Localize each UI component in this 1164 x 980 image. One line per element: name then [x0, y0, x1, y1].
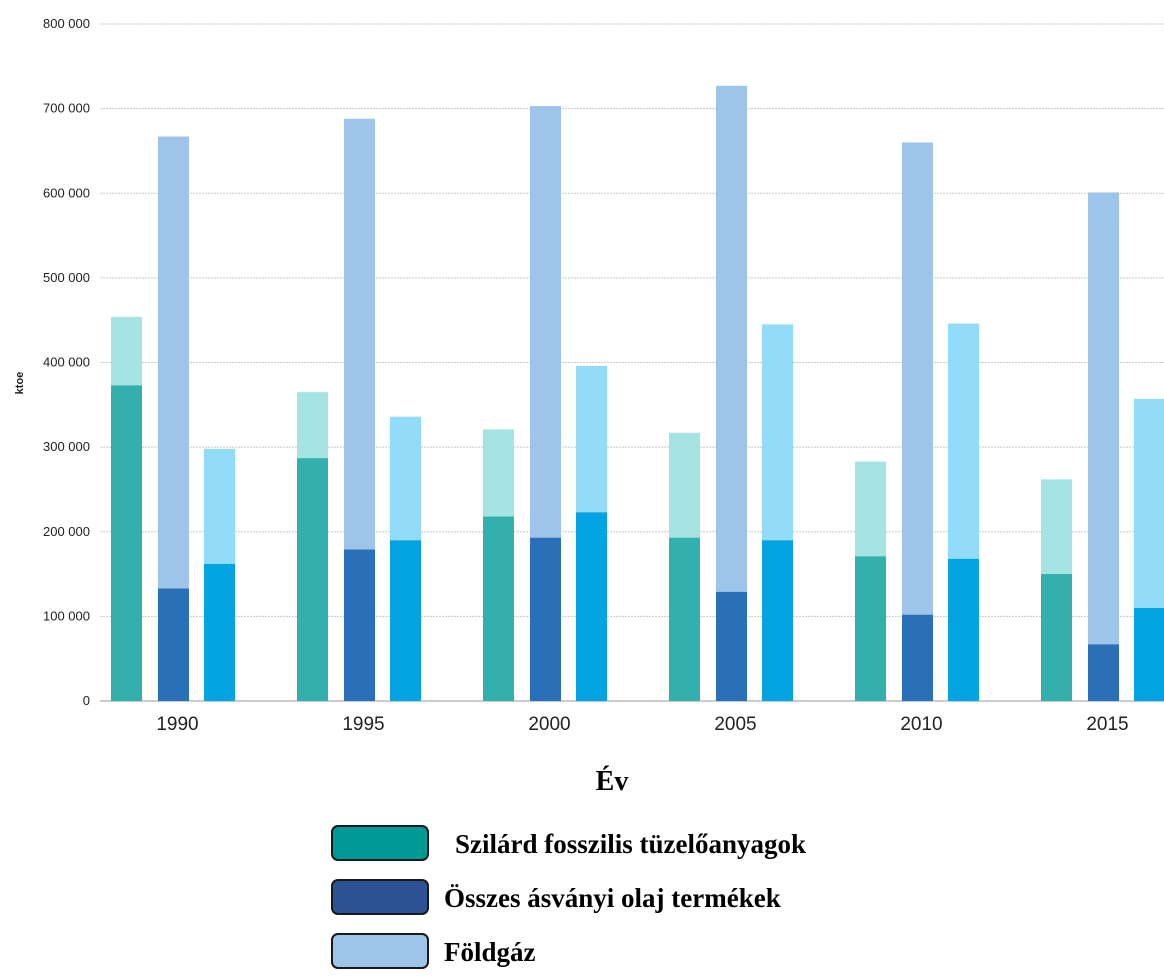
- bars: [111, 85, 1164, 701]
- bar-segment-upper: [158, 136, 189, 589]
- legend-swatch: [331, 879, 429, 915]
- x-tick-label: 1995: [342, 714, 384, 735]
- bar-segment-upper: [204, 448, 235, 564]
- bar-segment-lower: [204, 563, 235, 701]
- y-tick-label: 0: [83, 693, 90, 708]
- bar-segment-upper: [576, 365, 607, 513]
- y-tick-label: 800 000: [43, 16, 90, 31]
- legend-label: Összes ásványi olaj termékek: [444, 883, 781, 913]
- bar-segment-upper: [948, 323, 979, 559]
- bar-segment-lower: [483, 516, 514, 701]
- gridlines: [100, 23, 1164, 702]
- bar-segment-upper: [1088, 192, 1119, 645]
- bar-segment-lower: [669, 537, 700, 701]
- bar-segment-lower: [902, 614, 933, 701]
- legend-swatch: [331, 933, 429, 969]
- bar-segment-lower: [1134, 607, 1164, 701]
- bar-segment-lower: [390, 540, 421, 701]
- legend: Szilárd fosszilis tüzelőanyagok Összes ás…: [331, 825, 806, 969]
- legend-label: Szilárd fosszilis tüzelőanyagok: [455, 829, 806, 859]
- bar-segment-upper: [297, 392, 328, 459]
- x-tick-labels: 1990 1995 2000 2005 2010 2015: [156, 714, 1128, 735]
- y-tick-label: 700 000: [43, 101, 90, 116]
- y-axis-label: ktoe: [14, 372, 26, 395]
- legend-label: Földgáz: [444, 937, 536, 967]
- bar-segment-lower: [1088, 644, 1119, 701]
- bar-segment-lower: [530, 537, 561, 701]
- bar-segment-upper: [669, 432, 700, 538]
- x-axis-label: Év: [596, 766, 629, 797]
- x-tick-label: 2010: [900, 714, 942, 735]
- y-tick-label: 100 000: [43, 608, 90, 623]
- bar-segment-lower: [716, 591, 747, 701]
- bar-segment-upper: [530, 106, 561, 538]
- y-tick-label: 600 000: [43, 185, 90, 200]
- bar-segment-upper: [1041, 479, 1072, 575]
- x-tick-label: 1990: [156, 714, 198, 735]
- bar-segment-upper: [762, 324, 793, 541]
- y-tick-label: 200 000: [43, 524, 90, 539]
- bar-segment-upper: [1134, 398, 1164, 608]
- bar-segment-upper: [390, 416, 421, 541]
- bar-segment-lower: [344, 549, 375, 701]
- y-tick-label: 500 000: [43, 270, 90, 285]
- x-tick-label: 2015: [1086, 714, 1128, 735]
- bar-segment-lower: [1041, 574, 1072, 701]
- bar-segment-lower: [762, 540, 793, 701]
- y-tick-label: 400 000: [43, 355, 90, 370]
- bar-segment-upper: [902, 142, 933, 615]
- bar-segment-upper: [344, 118, 375, 550]
- bar-segment-upper: [716, 85, 747, 592]
- bar-segment-lower: [158, 588, 189, 701]
- bar-segment-lower: [576, 512, 607, 701]
- x-tick-label: 2005: [714, 714, 756, 735]
- bar-segment-lower: [297, 458, 328, 701]
- legend-swatch: [331, 825, 429, 861]
- bar-segment-upper: [483, 429, 514, 517]
- bar-segment-lower: [855, 556, 886, 701]
- bar-segment-lower: [948, 558, 979, 701]
- x-tick-label: 2000: [528, 714, 570, 735]
- bar-segment-upper: [111, 316, 142, 386]
- bar-segment-upper: [855, 461, 886, 557]
- y-tick-labels: 0 100 000 200 000 300 000 400 000 500 000 600 …: [43, 16, 90, 708]
- bar-segment-lower: [111, 385, 142, 701]
- y-tick-label: 300 000: [43, 439, 90, 454]
